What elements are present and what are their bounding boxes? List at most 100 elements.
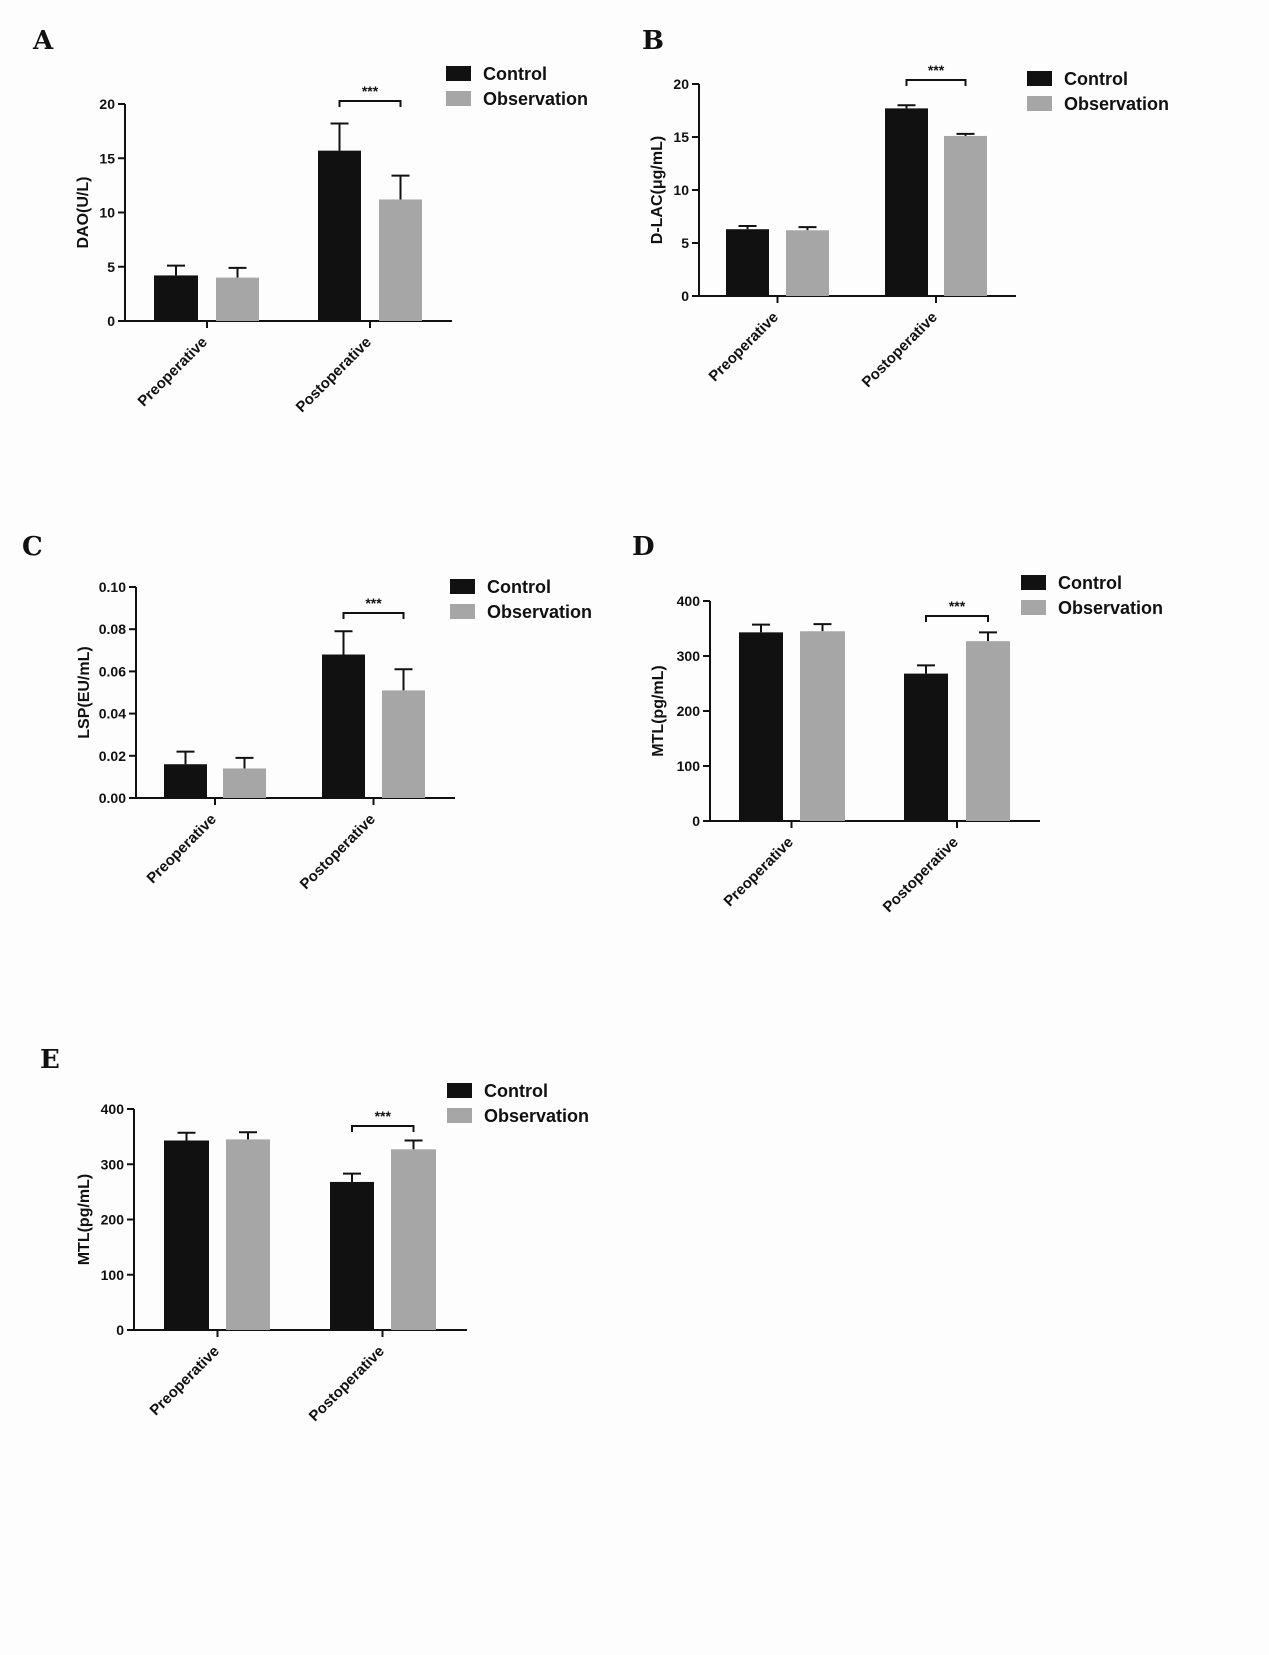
legend-swatch-control xyxy=(1021,575,1046,590)
bar-observation xyxy=(382,690,425,798)
y-tick-label: 100 xyxy=(677,758,701,774)
significance-label: *** xyxy=(365,595,382,611)
bar-observation xyxy=(786,230,829,296)
panel-letter: A xyxy=(33,26,54,56)
chart-d: 0 100 200 300 400 MTL(pg/mL) Preoperative Posto… xyxy=(650,573,1163,916)
bar-control xyxy=(318,150,361,321)
significance-label: *** xyxy=(928,62,945,78)
y-tick-label: 100 xyxy=(101,1267,125,1283)
significance-bracket xyxy=(905,79,967,86)
chart-e: 0 100 200 300 400 MTL(pg/mL) Preoperative Posto… xyxy=(76,1081,589,1425)
bar-observation xyxy=(800,631,845,821)
chart-a: 0 5 10 15 20 DAO(U/L) Preoperative Postoperativ… xyxy=(75,64,588,416)
category-label: Preoperative xyxy=(721,834,797,910)
chart-plot-area: 0.00 0.02 0.04 0.06 0.08 0.10 LSP(EU/mL) Preope… xyxy=(76,577,592,893)
y-tick-label: 0 xyxy=(116,1322,124,1338)
category-label: Preoperative xyxy=(144,811,220,887)
bar-control xyxy=(330,1181,374,1330)
legend-label: Control xyxy=(1058,573,1122,593)
y-tick-label: 300 xyxy=(677,648,701,664)
y-tick-label: 10 xyxy=(673,182,689,198)
y-tick-label: 0 xyxy=(692,813,700,829)
y-tick-label: 400 xyxy=(101,1101,125,1117)
chart-b: 0 5 10 15 20 D-LAC(μg/mL) Preoperative Postoper… xyxy=(649,62,1169,391)
bar-observation xyxy=(966,641,1010,821)
bar-control xyxy=(726,229,769,296)
legend-swatch-control xyxy=(447,1083,472,1098)
y-axis-label: LSP(EU/mL) xyxy=(76,646,93,738)
y-tick-label: 20 xyxy=(99,96,115,112)
y-tick-label: 0.10 xyxy=(99,579,126,595)
y-tick-label: 0.06 xyxy=(99,663,126,679)
y-tick-label: 200 xyxy=(101,1212,125,1228)
category-label: Preoperative xyxy=(706,309,782,385)
legend-label: Control xyxy=(1064,69,1128,89)
legend-label: Control xyxy=(483,64,547,84)
category-label: Postoperative xyxy=(297,811,379,893)
chart-c: 0.00 0.02 0.04 0.06 0.08 0.10 LSP(EU/mL) Preope… xyxy=(76,577,592,893)
panel-letter: E xyxy=(40,1045,60,1075)
y-tick-label: 0.04 xyxy=(99,706,126,722)
y-tick-label: 300 xyxy=(101,1156,125,1172)
bar-control xyxy=(904,673,948,821)
bar-control xyxy=(154,275,198,321)
legend-label: Control xyxy=(487,577,551,597)
y-tick-label: 5 xyxy=(681,235,689,251)
legend-label: Observation xyxy=(1064,94,1169,114)
bar-control xyxy=(322,654,365,798)
bar-observation xyxy=(216,277,259,321)
bar-control xyxy=(164,764,207,798)
legend-label: Control xyxy=(484,1081,548,1101)
chart-plot-area: 0 5 10 15 20 D-LAC(μg/mL) Preoperative Postoper… xyxy=(649,62,1169,391)
y-axis-label: DAO(U/L) xyxy=(75,177,92,249)
bar-control xyxy=(164,1140,209,1330)
legend-label: Observation xyxy=(484,1106,589,1126)
category-label: Preoperative xyxy=(147,1343,223,1419)
panel-letter: B xyxy=(642,26,664,56)
y-tick-label: 20 xyxy=(673,76,689,92)
panel-a: A 0 5 10 15 20 DAO(U/L) Preoperative Postoperat… xyxy=(0,0,640,470)
y-tick-label: 200 xyxy=(677,703,701,719)
significance-label: *** xyxy=(362,83,379,99)
significance-label: *** xyxy=(949,598,966,614)
y-tick-label: 5 xyxy=(107,259,115,275)
category-label: Postoperative xyxy=(306,1343,388,1425)
category-label: Postoperative xyxy=(880,834,962,916)
bar-observation xyxy=(391,1149,436,1330)
chart-plot-area: 0 5 10 15 20 DAO(U/L) Preoperative Postoperativ… xyxy=(75,64,588,416)
category-label: Postoperative xyxy=(859,309,941,391)
legend-swatch-observation xyxy=(447,1108,472,1123)
significance-bracket xyxy=(342,612,405,619)
legend-swatch-control xyxy=(1027,71,1052,86)
legend-label: Observation xyxy=(487,602,592,622)
legend-label: Observation xyxy=(483,89,588,109)
bar-observation xyxy=(226,1139,270,1330)
legend-swatch-observation xyxy=(1021,600,1046,615)
y-tick-label: 0.02 xyxy=(99,748,126,764)
significance-bracket xyxy=(925,615,989,622)
y-tick-label: 0 xyxy=(107,313,115,329)
panel-letter: D xyxy=(632,532,655,562)
chart-plot-area: 0 100 200 300 400 MTL(pg/mL) Preoperative Posto… xyxy=(650,573,1163,916)
y-tick-label: 0 xyxy=(681,288,689,304)
chart-plot-area: 0 100 200 300 400 MTL(pg/mL) Preoperative Posto… xyxy=(76,1081,589,1425)
legend-swatch-observation xyxy=(450,604,475,619)
panel-d: D 0 100 200 300 400 MTL(pg/mL) Preoperative Pos… xyxy=(620,520,1269,990)
category-label: Preoperative xyxy=(135,334,211,410)
y-axis-label: D-LAC(μg/mL) xyxy=(649,136,666,244)
bar-observation xyxy=(944,135,987,296)
y-tick-label: 15 xyxy=(99,150,115,166)
panel-b: B 0 5 10 15 20 D-LAC(μg/mL) Preoperative Postop… xyxy=(620,0,1269,470)
significance-bracket xyxy=(338,100,402,107)
significance-label: *** xyxy=(375,1108,392,1124)
y-tick-label: 400 xyxy=(677,593,701,609)
bar-observation xyxy=(223,768,266,798)
legend-swatch-observation xyxy=(446,91,471,106)
y-axis-label: MTL(pg/mL) xyxy=(76,1174,93,1266)
legend-label: Observation xyxy=(1058,598,1163,618)
y-tick-label: 0.00 xyxy=(99,790,126,806)
significance-bracket xyxy=(351,1125,415,1132)
legend-swatch-observation xyxy=(1027,96,1052,111)
y-tick-label: 0.08 xyxy=(99,621,126,637)
panel-e: E 0 100 200 300 400 MTL(pg/mL) Preoperative Pos… xyxy=(0,1040,640,1510)
